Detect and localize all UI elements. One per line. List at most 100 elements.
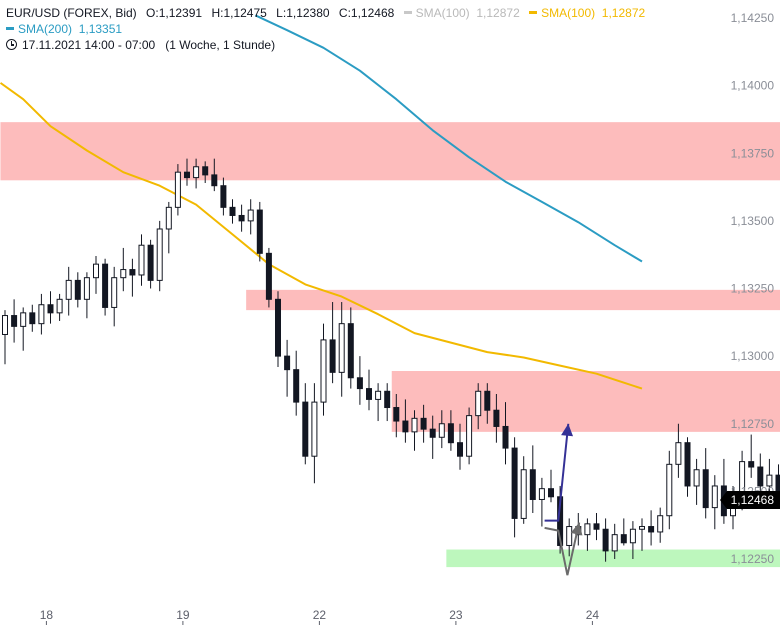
candle-body-70 — [639, 526, 645, 530]
y-tick-label-3: 1,13500 — [731, 214, 775, 228]
candle-3 — [29, 304, 36, 332]
candle-56 — [511, 437, 518, 538]
candle-82 — [748, 434, 755, 478]
candle-body-48 — [438, 423, 445, 438]
candle-body-76 — [693, 469, 700, 487]
legend-low-value: 1,12380 — [286, 6, 330, 20]
legend-sma200[interactable]: SMA(200) 1,13351 — [6, 21, 645, 37]
legend-low-label: L: — [276, 6, 287, 20]
candle-body-47 — [429, 428, 436, 438]
candle-body-52 — [475, 390, 482, 417]
candle-body-71 — [648, 526, 655, 533]
y-tick-label-1: 1,14000 — [731, 79, 775, 93]
candle-body-4 — [38, 304, 45, 325]
candle-body-42 — [384, 390, 391, 409]
resistance-zone-1 — [246, 289, 780, 311]
candle-body-31 — [284, 355, 291, 371]
candle-67 — [611, 523, 618, 559]
legend-sma200-value: 1,13351 — [78, 22, 123, 36]
candle-body-45 — [411, 417, 418, 433]
candle-body-53 — [484, 390, 491, 411]
legend-sma100[interactable]: SMA(100) 1,12872 — [529, 6, 645, 20]
candle-51 — [466, 407, 473, 465]
candle-14 — [129, 258, 136, 297]
candle-76 — [693, 458, 700, 505]
candle-body-44 — [402, 420, 409, 433]
candle-body-65 — [593, 523, 600, 530]
candle-71 — [648, 510, 655, 546]
candle-18 — [165, 201, 172, 254]
candle-79 — [720, 458, 727, 524]
legend-sma200-label: SMA(200) — [18, 22, 73, 36]
candle-45 — [411, 410, 418, 451]
candle-70 — [639, 518, 645, 551]
legend-datetime: 17.11.2021 14:00 - 07:00 — [22, 38, 156, 52]
candle-body-32 — [293, 369, 300, 403]
candle-body-69 — [629, 528, 636, 544]
candle-body-26 — [238, 214, 245, 222]
candle-32 — [293, 350, 300, 416]
candle-1 — [11, 299, 18, 343]
candle-body-30 — [275, 298, 281, 357]
current-price-tag-background — [720, 491, 780, 510]
candle-60 — [548, 469, 554, 503]
candle-body-60 — [548, 488, 554, 498]
legend-sma100-hidden[interactable]: SMA(100) 1,12872 — [403, 6, 520, 20]
price-axis[interactable]: 1,14250 1,14000 1,13750 1,13500 1,13250 1,130… — [731, 11, 775, 566]
candles-layer — [2, 158, 780, 562]
candle-58 — [529, 445, 536, 514]
candle-16 — [147, 239, 154, 289]
support-zone-3 — [446, 549, 780, 568]
candle-body-58 — [529, 469, 536, 500]
x-tick-label-3: 23 — [449, 608, 463, 622]
y-tick-label-8: 1,12250 — [731, 552, 775, 566]
candle-body-25 — [229, 206, 236, 216]
candle-73 — [666, 450, 673, 530]
legend-open-label: O: — [146, 6, 159, 20]
candle-body-28 — [256, 209, 263, 254]
candle-27 — [247, 199, 254, 235]
candle-8 — [74, 272, 81, 308]
candle-54 — [493, 393, 500, 443]
candle-68 — [620, 518, 627, 546]
legend-high-label: H: — [211, 6, 224, 20]
candle-body-57 — [520, 469, 527, 519]
zones-layer — [0, 122, 780, 568]
candle-body-6 — [56, 298, 63, 314]
candle-body-37 — [338, 323, 345, 373]
candle-body-7 — [65, 279, 72, 300]
candle-19 — [174, 164, 181, 216]
candle-body-8 — [74, 279, 81, 300]
y-tick-label-0: 1,14250 — [731, 11, 775, 25]
candle-72 — [657, 507, 664, 543]
candle-75 — [684, 437, 691, 497]
candle-4 — [38, 293, 45, 335]
candle-20 — [184, 158, 190, 186]
candle-25 — [229, 199, 236, 224]
candle-64 — [584, 518, 591, 551]
candle-body-83 — [757, 466, 764, 487]
candle-37 — [338, 302, 345, 397]
arrow-path-0 — [544, 423, 570, 522]
candle-body-5 — [47, 304, 54, 314]
candle-body-56 — [511, 447, 518, 519]
time-axis[interactable]: 18 19 22 23 24 — [40, 608, 600, 625]
candle-41 — [375, 383, 382, 422]
candle-body-24 — [220, 185, 227, 208]
candle-7 — [65, 266, 72, 316]
candle-body-3 — [29, 312, 36, 325]
candle-body-72 — [657, 515, 664, 533]
sma200-line — [254, 14, 643, 263]
candle-body-74 — [675, 442, 682, 465]
legend-symbol[interactable]: EUR/USD (FOREX, Bid) — [6, 6, 137, 20]
candle-46 — [420, 404, 427, 443]
y-tick-label-4: 1,13250 — [731, 282, 775, 296]
candle-body-46 — [420, 417, 427, 430]
candle-29 — [265, 247, 272, 308]
sma100-line — [0, 82, 643, 390]
candle-body-43 — [393, 407, 400, 422]
arrow-head-icon-1 — [570, 522, 583, 536]
legend-timeframe: (1 Woche, 1 Stunde) — [165, 38, 276, 52]
candle-body-49 — [447, 423, 454, 444]
